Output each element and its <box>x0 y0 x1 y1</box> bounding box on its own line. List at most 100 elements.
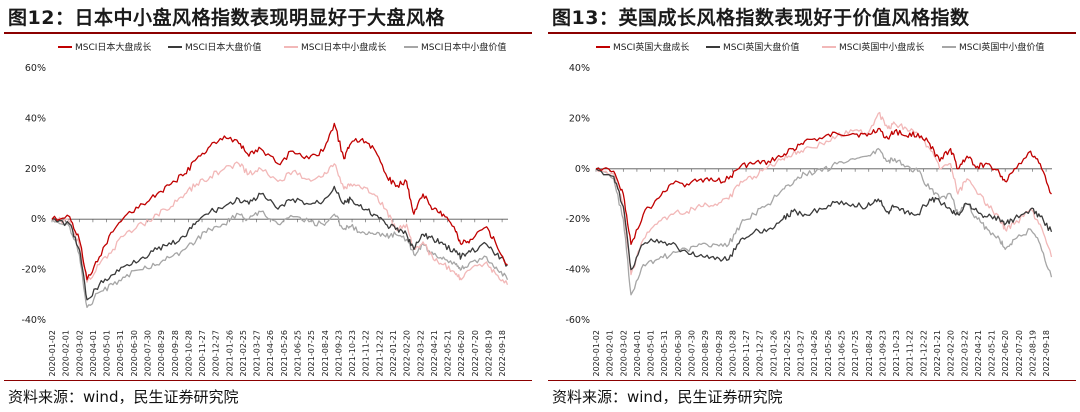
figure-13-top-rule <box>548 32 1076 34</box>
x-tick-label: 2022-04-21 <box>974 330 983 377</box>
y-tick-label: -40% <box>565 265 590 276</box>
x-tick-label: 2021-08-24 <box>321 330 330 377</box>
x-tick-label: 2020-02-01 <box>606 330 615 377</box>
x-tick-label: 2022-02-20 <box>403 330 412 377</box>
legend-label: MSCI英国大盘价值 <box>723 41 799 53</box>
x-tick-label: 2021-05-26 <box>824 330 833 377</box>
x-tick-label: 2020-04-01 <box>633 330 642 377</box>
series-line <box>595 127 1052 246</box>
figure-13-bottom-rule <box>548 380 1076 381</box>
y-tick-label: 40% <box>569 63 590 74</box>
x-tick-label: 2020-08-29 <box>701 330 710 377</box>
y-tick-label: -60% <box>565 315 590 326</box>
y-tick-label: -20% <box>565 214 590 225</box>
series-line <box>595 168 1053 271</box>
x-tick-label: 2022-05-21 <box>988 330 997 377</box>
x-tick-label: 2022-01-21 <box>933 330 942 377</box>
x-tick-label: 2020-07-30 <box>143 330 152 377</box>
x-tick-label: 2021-12-22 <box>919 330 928 377</box>
figure-13-panel: 图13：英国成长风格指数表现好于价值风格指数 40% 20% 0% -20% -40% -… <box>544 0 1080 412</box>
x-tick-label: 2022-05-21 <box>444 330 453 377</box>
figure-12-source: 资料来源：wind，民生证券研究院 <box>8 388 239 406</box>
x-tick-label: 2020-10-28 <box>184 330 193 377</box>
x-tick-label: 2022-09-18 <box>1042 330 1051 377</box>
series-line <box>51 185 508 301</box>
x-tick-label: 2022-03-22 <box>416 330 425 377</box>
figure-12-top-rule <box>4 32 532 34</box>
x-tick-label: 2022-08-19 <box>1028 330 1037 377</box>
x-tick-label: 2022-01-21 <box>389 330 398 377</box>
x-tick-label: 2021-10-23 <box>892 330 901 377</box>
figure-12-bottom-rule <box>4 380 532 381</box>
x-tick-label: 2020-01-02 <box>592 330 601 377</box>
x-tick-label: 2022-06-20 <box>457 330 466 377</box>
x-tick-label: 2021-03-27 <box>253 330 262 377</box>
x-tick-label: 2021-02-25 <box>783 330 792 377</box>
x-tick-label: 2020-01-02 <box>48 330 57 377</box>
legend-label: MSCI日本大盘成长 <box>75 41 151 53</box>
figure-12-panel: 图12：日本中小盘风格指数表现明显好于大盘风格 60% 40% 20% 0% -20% -… <box>0 0 536 412</box>
x-tick-label: 2021-06-25 <box>838 330 847 377</box>
x-tick-label: 2020-06-30 <box>674 330 683 377</box>
x-tick-label: 2021-04-26 <box>266 330 275 377</box>
x-tick-label: 2020-08-29 <box>157 330 166 377</box>
figure-13-source: 资料来源：wind，民生证券研究院 <box>552 388 783 406</box>
x-tick-label: 2020-11-27 <box>742 330 751 377</box>
series-line <box>51 161 509 285</box>
x-tick-label: 2020-09-28 <box>171 330 180 377</box>
x-tick-label: 2021-09-23 <box>878 330 887 377</box>
x-tick-label: 2022-02-20 <box>947 330 956 377</box>
y-tick-label: 20% <box>25 164 46 175</box>
x-tick-label: 2021-11-22 <box>906 330 915 377</box>
figure-13-chart: 40% 20% 0% -20% -40% -60%2020-01-02 2020-02-01… <box>565 41 1053 377</box>
series-line <box>51 122 508 281</box>
x-tick-label: 2022-07-20 <box>471 330 480 377</box>
figure-13-title: 图13：英国成长风格指数表现好于价值风格指数 <box>552 7 970 29</box>
y-tick-label: 60% <box>25 63 46 74</box>
x-tick-label: 2021-04-26 <box>810 330 819 377</box>
legend-label: MSCI日本中小盘成长 <box>301 41 386 53</box>
y-tick-label: 40% <box>25 113 46 124</box>
x-tick-label: 2021-03-27 <box>797 330 806 377</box>
x-tick-label: 2021-07-25 <box>307 330 316 377</box>
x-tick-label: 2020-05-31 <box>116 330 125 377</box>
x-tick-label: 2021-01-26 <box>769 330 778 377</box>
y-tick-label: 0% <box>575 164 590 175</box>
y-tick-label: 20% <box>569 113 590 124</box>
x-tick-label: 2021-11-22 <box>362 330 371 377</box>
x-tick-label: 2020-12-27 <box>756 330 765 377</box>
figure-12-title: 图12：日本中小盘风格指数表现明显好于大盘风格 <box>8 7 445 29</box>
legend-label: MSCI日本大盘价值 <box>185 41 261 53</box>
x-tick-label: 2022-07-20 <box>1015 330 1024 377</box>
legend-label: MSCI英国大盘成长 <box>613 41 689 53</box>
legend-label: MSCI日本中小盘价值 <box>421 41 506 53</box>
x-tick-label: 2021-07-25 <box>851 330 860 377</box>
x-tick-label: 2021-09-23 <box>334 330 343 377</box>
x-tick-label: 2020-12-27 <box>212 330 221 377</box>
x-tick-label: 2021-08-24 <box>865 330 874 377</box>
legend-label: MSCI英国中小盘价值 <box>959 41 1044 53</box>
series-line <box>51 210 509 309</box>
x-tick-label: 2020-04-01 <box>89 330 98 377</box>
x-tick-label: 2022-04-21 <box>430 330 439 377</box>
y-tick-label: -40% <box>21 315 46 326</box>
x-tick-label: 2020-11-27 <box>198 330 207 377</box>
x-tick-label: 2022-09-18 <box>498 330 507 377</box>
x-tick-label: 2020-07-30 <box>687 330 696 377</box>
x-tick-label: 2021-01-26 <box>225 330 234 377</box>
x-tick-label: 2020-05-01 <box>647 330 656 377</box>
x-tick-label: 2021-06-25 <box>294 330 303 377</box>
x-tick-label: 2021-10-23 <box>348 330 357 377</box>
x-tick-label: 2022-03-22 <box>960 330 969 377</box>
figure-12-chart: 60% 40% 20% 0% -20% -40%2020-01-02 2020-02-01 2… <box>21 41 509 377</box>
x-tick-label: 2020-02-01 <box>62 330 71 377</box>
y-tick-label: -20% <box>21 265 46 276</box>
y-tick-label: 0% <box>31 214 46 225</box>
x-tick-label: 2021-12-22 <box>375 330 384 377</box>
x-tick-label: 2020-09-28 <box>715 330 724 377</box>
x-tick-label: 2020-05-31 <box>660 330 669 377</box>
x-tick-label: 2022-06-20 <box>1001 330 1010 377</box>
x-tick-label: 2021-02-25 <box>239 330 248 377</box>
x-tick-label: 2020-06-30 <box>130 330 139 377</box>
legend-label: MSCI英国中小盘成长 <box>839 41 924 53</box>
